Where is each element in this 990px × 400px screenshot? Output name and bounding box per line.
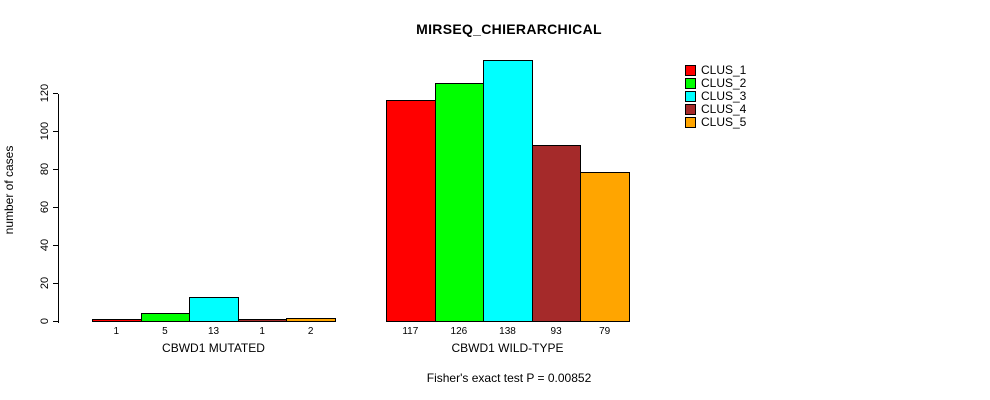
bar-clus_1-group1 [92,319,142,322]
legend-label: CLUS_4 [701,102,747,116]
bar-value-label: 117 [402,326,419,337]
y-tick-mark [53,245,58,246]
legend-item-clus-4: CLUS_4 [685,103,746,116]
legend-swatch-clus-3 [685,91,696,102]
legend-swatch-clus-5 [685,117,696,128]
legend-label: CLUS_5 [701,115,747,129]
bar-clus_5-group2 [580,172,630,322]
legend-swatch-clus-4 [685,104,696,115]
bar-clus_4-group1 [237,319,288,322]
bar-value-label: 93 [550,326,562,337]
bar-value-label: 5 [162,326,168,337]
y-tick-label: 80 [39,162,51,176]
y-axis-label: number of cases [2,145,16,235]
legend: CLUS_1 CLUS_2 CLUS_3 CLUS_4 CLUS_5 [685,64,746,129]
bar-value-label: 1 [113,326,120,337]
legend-item-clus-3: CLUS_3 [685,90,746,103]
legend-swatch-clus-1 [685,65,696,76]
y-tick-label: 0 [39,317,51,325]
bar-value-label: 138 [499,326,516,337]
bar-clus_2-group1 [140,313,191,322]
legend-swatch-clus-2 [685,78,696,89]
x-group-label: CBWD1 MUTATED [162,341,265,355]
legend-label: CLUS_1 [701,63,747,77]
bar-value-label: 126 [450,326,468,337]
legend-label: CLUS_2 [701,76,747,90]
y-tick-label: 20 [39,276,51,290]
bar-clus_5-group1 [286,318,336,322]
bar-clus_1-group2 [386,100,436,322]
chart-title: MIRSEQ_CHIERARCHICAL [416,21,602,37]
bar-clus_4-group2 [531,145,582,322]
legend-label: CLUS_3 [701,89,747,103]
bar-value-label: 79 [599,326,611,337]
y-tick-label: 100 [39,121,51,141]
annotation-fisher-test: Fisher's exact test P = 0.00852 [426,371,592,385]
y-tick-mark [53,93,58,94]
bar-value-label: 13 [207,326,220,337]
y-tick-mark [53,131,58,132]
y-tick-label: 40 [39,238,51,252]
y-tick-label: 60 [39,200,51,214]
y-tick-mark [53,321,58,322]
bar-clus_3-group2 [483,60,533,322]
x-group-label: CBWD1 WILD-TYPE [451,341,564,355]
y-tick-mark [53,283,58,284]
bar-value-label: 2 [307,326,314,337]
legend-item-clus-1: CLUS_1 [685,64,746,77]
y-tick-label: 120 [39,83,51,103]
bar-clus_3-group1 [189,297,239,322]
bar-value-label: 1 [259,326,265,337]
legend-item-clus-2: CLUS_2 [685,77,746,90]
y-axis-line [58,94,59,323]
bar-clus_2-group2 [434,83,485,322]
y-tick-mark [53,207,58,208]
legend-item-clus-5: CLUS_5 [685,116,746,129]
y-tick-mark [53,169,58,170]
